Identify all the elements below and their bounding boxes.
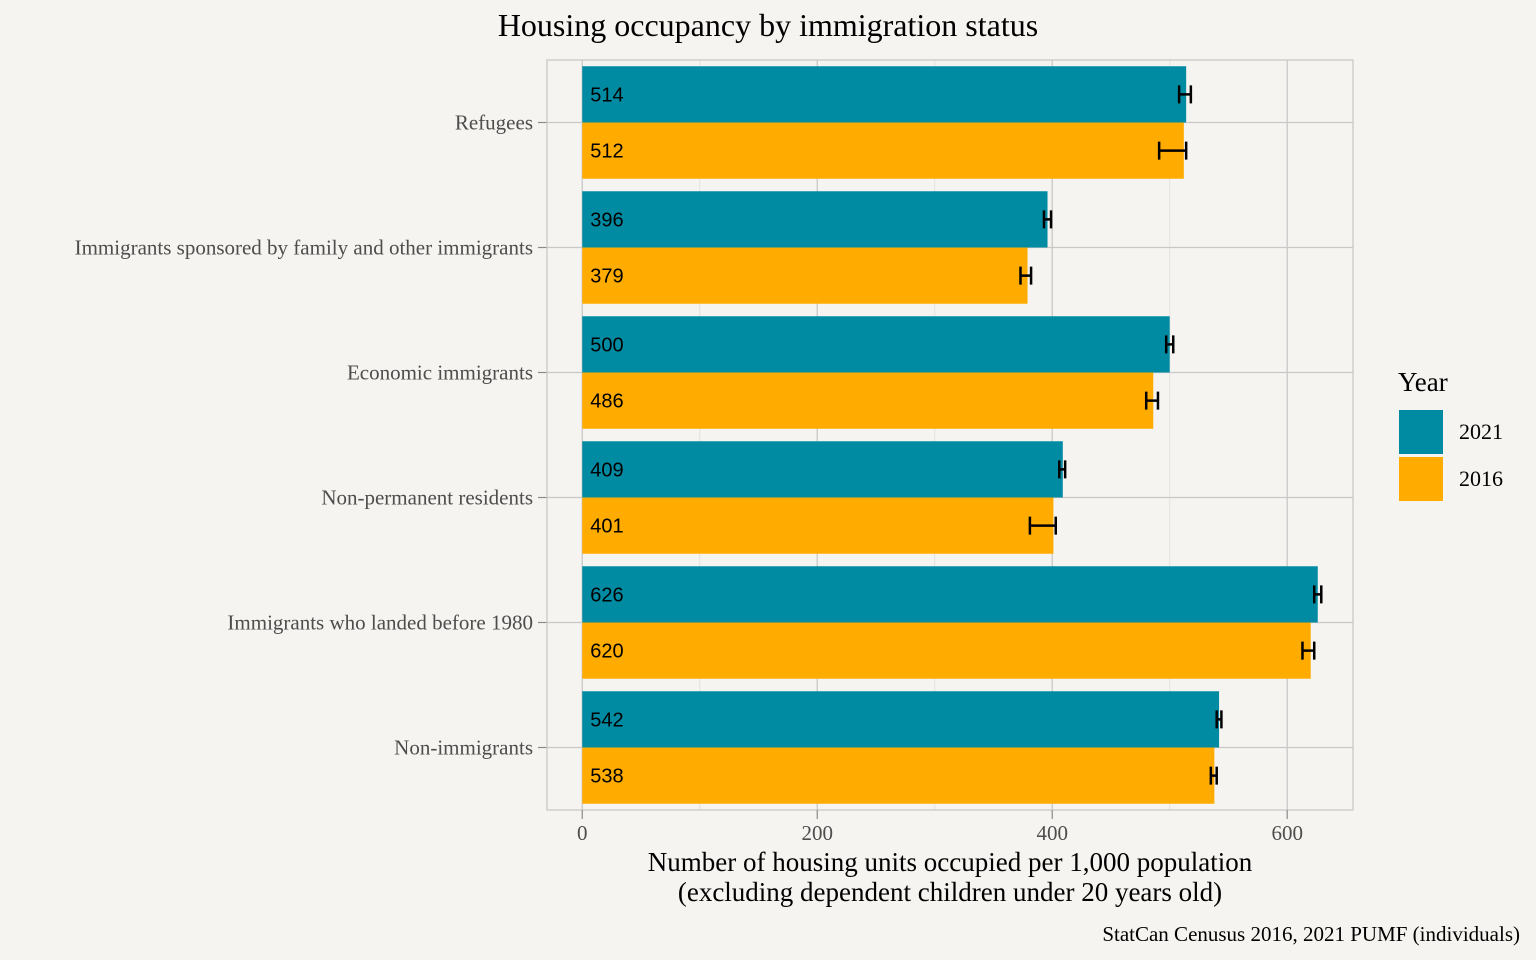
bar bbox=[582, 497, 1054, 554]
error-bar bbox=[1019, 266, 1033, 285]
bar bbox=[582, 441, 1063, 498]
chart-title: Housing occupancy by immigration status bbox=[498, 7, 1038, 43]
x-tick-label: 600 bbox=[1271, 821, 1303, 845]
error-bar bbox=[1042, 210, 1053, 229]
error-bar bbox=[1028, 516, 1057, 535]
error-bar bbox=[1301, 641, 1316, 660]
bar bbox=[582, 566, 1318, 623]
data-label: 542 bbox=[590, 709, 623, 731]
error-bar bbox=[1215, 710, 1223, 729]
error-bar bbox=[1164, 335, 1175, 354]
legend-entry-label: 2021 bbox=[1459, 419, 1503, 444]
error-bar bbox=[1058, 460, 1067, 479]
error-bar bbox=[1312, 585, 1323, 604]
x-tick-label: 200 bbox=[801, 821, 833, 845]
y-tick-label: Refugees bbox=[455, 111, 533, 135]
panel-border bbox=[546, 59, 1354, 811]
data-label: 379 bbox=[590, 266, 623, 288]
error-bar bbox=[1157, 141, 1188, 160]
bar bbox=[582, 247, 1028, 304]
x-axis-label-line-2: (excluding dependent children under 20 y… bbox=[678, 877, 1222, 907]
x-tick-label: 400 bbox=[1036, 821, 1068, 845]
error-bar bbox=[1177, 85, 1193, 104]
data-label: 514 bbox=[590, 84, 623, 106]
bar bbox=[582, 66, 1187, 123]
data-label: 396 bbox=[590, 209, 623, 231]
legend: Year 2021 2016 bbox=[1398, 367, 1503, 501]
bar bbox=[582, 191, 1048, 248]
bar bbox=[582, 316, 1170, 373]
data-label: 401 bbox=[590, 516, 623, 538]
data-label: 620 bbox=[590, 641, 623, 663]
bar bbox=[582, 691, 1220, 748]
error-bar bbox=[1209, 766, 1218, 785]
x-axis-label-line-1: Number of housing units occupied per 1,0… bbox=[648, 847, 1253, 877]
panel-background bbox=[547, 60, 1353, 810]
data-label: 409 bbox=[590, 459, 623, 481]
data-label: 538 bbox=[590, 766, 623, 788]
bar bbox=[582, 122, 1184, 179]
data-label: 500 bbox=[590, 334, 623, 356]
y-tick-label: Immigrants sponsored by family and other… bbox=[75, 236, 533, 260]
legend-entry-label: 2016 bbox=[1459, 466, 1503, 491]
y-tick-label: Economic immigrants bbox=[347, 361, 533, 385]
bar bbox=[582, 622, 1311, 679]
legend-title: Year bbox=[1398, 367, 1448, 397]
y-tick-label: Non-permanent residents bbox=[321, 486, 533, 510]
y-tick-label: Non-immigrants bbox=[394, 736, 533, 760]
legend-swatch bbox=[1399, 410, 1443, 454]
x-tick-label: 0 bbox=[577, 821, 588, 845]
data-label: 512 bbox=[590, 141, 623, 163]
plot-panel: 514 512 Refugees 396 379 Immigrants sponsored… bbox=[75, 59, 1354, 845]
data-label: 486 bbox=[590, 391, 623, 413]
error-bar bbox=[1144, 391, 1160, 410]
bar bbox=[582, 372, 1154, 429]
legend-swatch bbox=[1399, 457, 1443, 501]
y-tick-label: Immigrants who landed before 1980 bbox=[227, 611, 533, 635]
chart-caption: StatCan Cenusus 2016, 2021 PUMF (individ… bbox=[1102, 922, 1520, 946]
bar bbox=[582, 747, 1215, 804]
data-label: 626 bbox=[590, 584, 623, 606]
